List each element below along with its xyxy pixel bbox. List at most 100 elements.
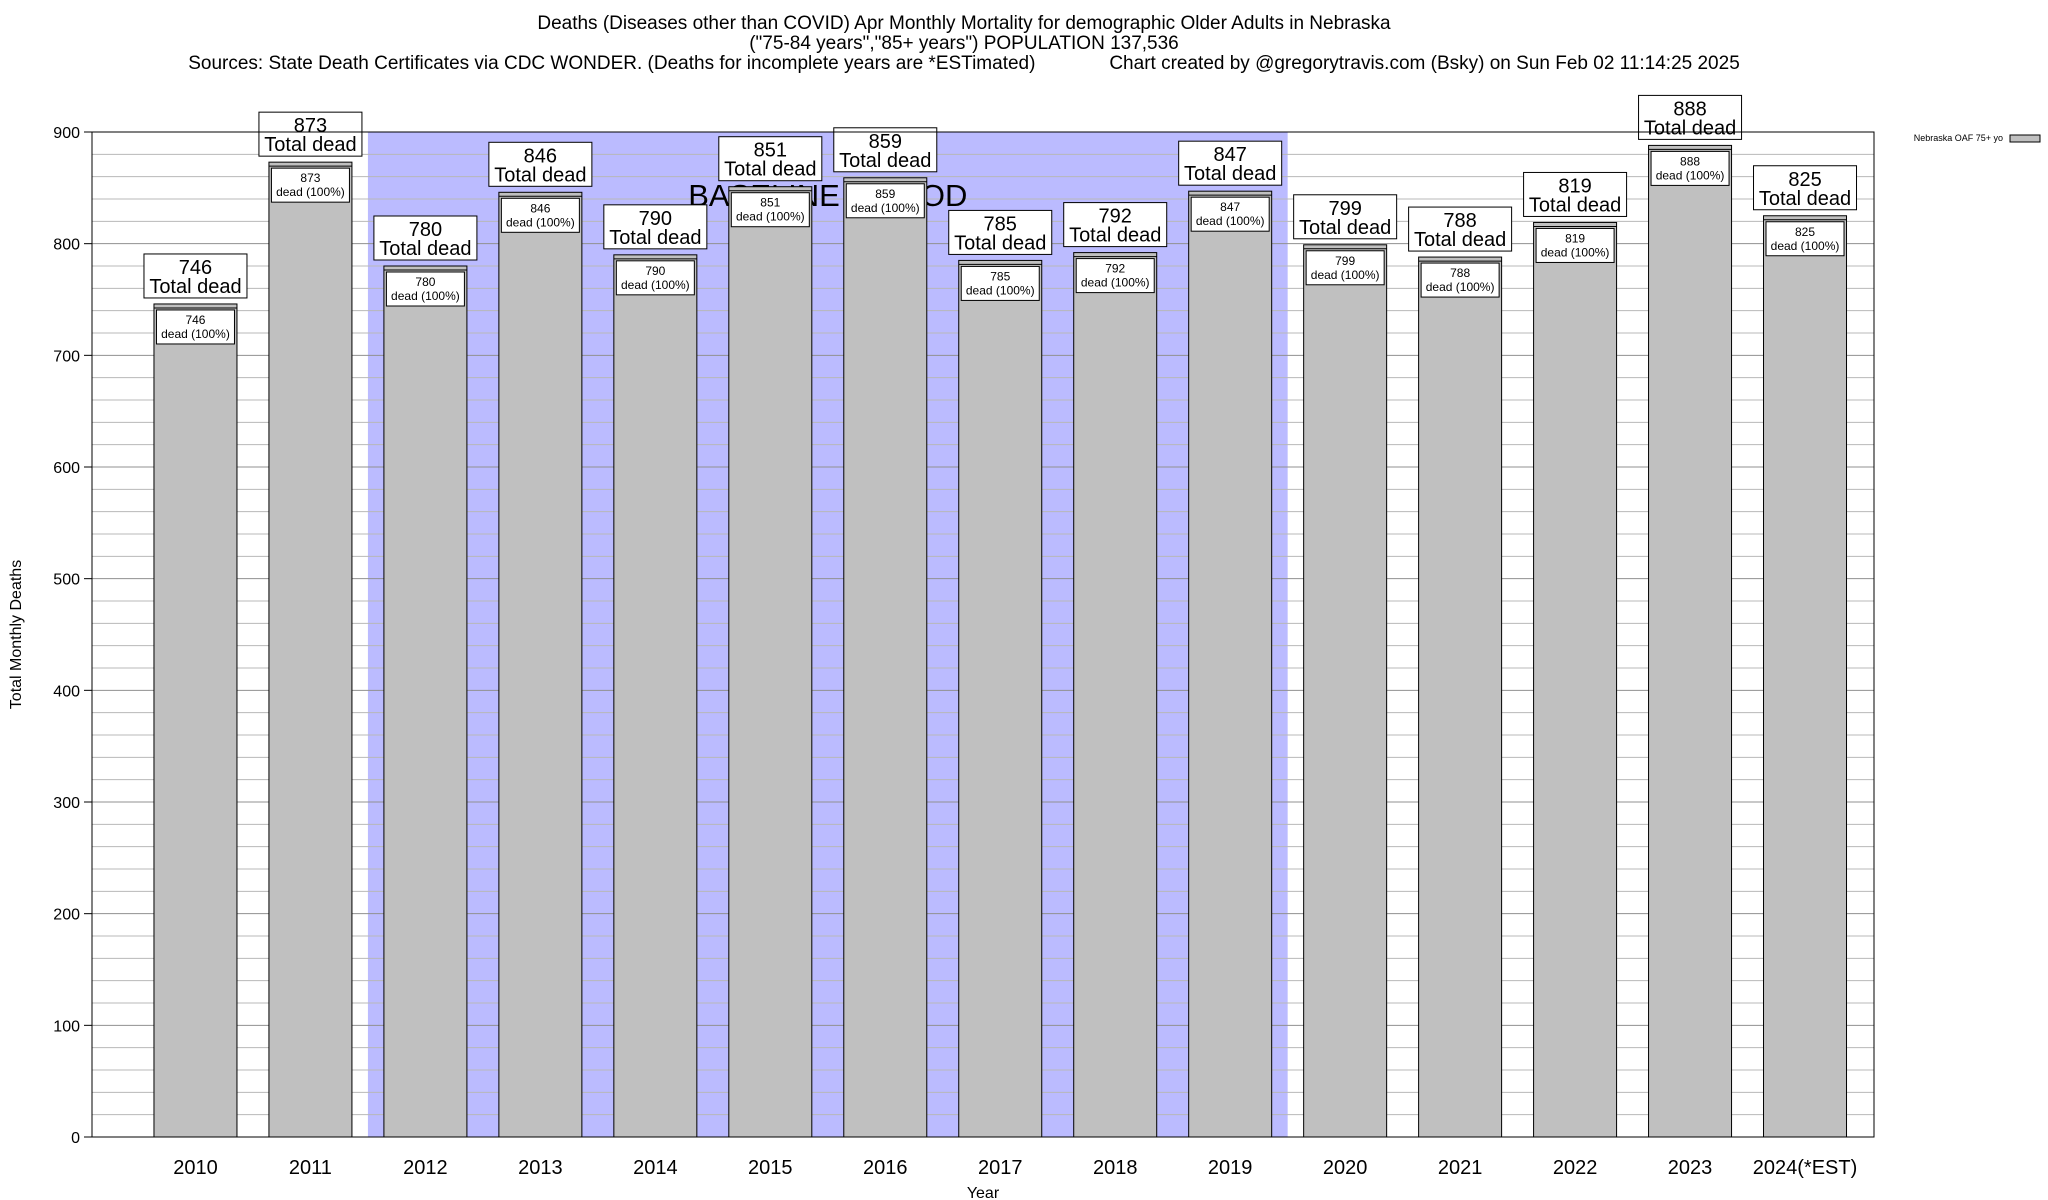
- chart-sources: Sources: State Death Certificates via CD…: [188, 53, 1740, 74]
- total-text-label: Total dead: [1414, 229, 1506, 251]
- y-tick-label: 0: [71, 1130, 80, 1147]
- total-value-label: 785: [984, 213, 1017, 235]
- inner-label-box: [385, 271, 465, 307]
- y-axis-label: Total Monthly Deaths: [8, 560, 25, 709]
- x-tick-label: 2011: [289, 1157, 332, 1179]
- inner-percent-label: dead (100%): [851, 201, 920, 215]
- inner-value-label: 790: [645, 264, 665, 278]
- total-value-label: 799: [1328, 198, 1361, 220]
- total-text-label: Total dead: [1644, 117, 1736, 139]
- inner-value-label: 825: [1795, 225, 1815, 239]
- total-value-label: 846: [524, 145, 557, 167]
- legend-swatch: [2009, 134, 2041, 143]
- total-text-label: Total dead: [1529, 194, 1621, 216]
- x-tick-label: 2022: [1553, 1157, 1598, 1179]
- total-text-label: Total dead: [1759, 188, 1851, 210]
- y-tick-label: 800: [53, 237, 80, 254]
- total-text-label: Total dead: [1299, 217, 1391, 239]
- y-tick-label: 400: [53, 683, 80, 700]
- total-label-box: [373, 215, 478, 261]
- inner-percent-label: dead (100%): [1656, 168, 1725, 182]
- x-tick-label: 2012: [403, 1157, 448, 1179]
- total-text-label: Total dead: [724, 159, 816, 181]
- plot-frame: [91, 131, 1875, 1138]
- chart-title: Deaths (Diseases other than COVID) Apr M…: [537, 13, 1391, 34]
- total-value-label: 792: [1099, 206, 1132, 228]
- inner-label-box: [615, 260, 695, 296]
- bar: [1073, 252, 1158, 1138]
- bar: [958, 259, 1043, 1138]
- inner-label-box: [1190, 196, 1270, 232]
- y-tick-label: 200: [53, 907, 80, 924]
- bar: [728, 186, 813, 1138]
- inner-value-label: 873: [300, 171, 320, 185]
- inner-value-label: 888: [1680, 154, 1700, 168]
- total-label-box: [948, 209, 1053, 255]
- bar: [1533, 221, 1618, 1138]
- total-label-box: [488, 141, 593, 187]
- x-tick-label: 2014: [633, 1157, 678, 1179]
- total-value-label: 780: [409, 219, 442, 241]
- inner-value-label: 851: [760, 196, 780, 210]
- inner-label-box: [730, 192, 810, 228]
- inner-percent-label: dead (100%): [1311, 268, 1380, 282]
- y-tick-label: 700: [53, 348, 80, 365]
- bar: [613, 254, 698, 1138]
- inner-percent-label: dead (100%): [736, 210, 805, 224]
- total-text-label: Total dead: [149, 276, 241, 298]
- bar: [1188, 190, 1273, 1138]
- x-tick-label: 2018: [1093, 1157, 1138, 1179]
- bar: [1648, 144, 1733, 1138]
- total-value-label: 847: [1213, 144, 1246, 166]
- inner-label-box: [155, 309, 235, 345]
- inner-value-label: 847: [1220, 200, 1240, 214]
- total-value-label: 888: [1673, 98, 1706, 120]
- total-value-label: 825: [1788, 169, 1821, 191]
- inner-percent-label: dead (100%): [276, 185, 345, 199]
- bar: [843, 177, 928, 1138]
- chart-title-block: Deaths (Diseases other than COVID) Apr M…: [0, 0, 2048, 90]
- total-text-label: Total dead: [609, 227, 701, 249]
- total-label-box: [1408, 206, 1513, 252]
- x-tick-label: 2019: [1208, 1157, 1253, 1179]
- inner-value-label: 746: [185, 313, 205, 327]
- inner-percent-label: dead (100%): [1541, 245, 1610, 259]
- bar: [1303, 244, 1388, 1138]
- total-text-label: Total dead: [1184, 163, 1276, 185]
- total-text-label: Total dead: [954, 232, 1046, 254]
- total-value-label: 746: [179, 257, 212, 279]
- inner-label-box: [270, 167, 350, 203]
- inner-label-box: [1075, 258, 1155, 294]
- total-value-label: 819: [1558, 175, 1591, 197]
- total-label-box: [718, 136, 823, 182]
- total-text-label: Total dead: [264, 134, 356, 156]
- x-axis-label: Year: [967, 1185, 1000, 1200]
- total-label-box: [1753, 165, 1858, 211]
- inner-value-label: 792: [1105, 262, 1125, 276]
- total-value-label: 859: [869, 131, 902, 153]
- inner-value-label: 788: [1450, 266, 1470, 280]
- total-value-label: 851: [754, 140, 787, 162]
- x-tick-label: 2015: [748, 1157, 793, 1179]
- total-value-label: 790: [639, 208, 672, 230]
- total-text-label: Total dead: [379, 238, 471, 260]
- inner-percent-label: dead (100%): [621, 278, 690, 292]
- inner-value-label: 846: [530, 201, 550, 215]
- x-tick-label: 2021: [1438, 1157, 1483, 1179]
- inner-percent-label: dead (100%): [1426, 280, 1495, 294]
- inner-percent-label: dead (100%): [391, 289, 460, 303]
- x-tick-label: 2023: [1668, 1157, 1713, 1179]
- total-value-label: 788: [1443, 210, 1476, 232]
- total-text-label: Total dead: [839, 150, 931, 172]
- bar: [383, 265, 468, 1138]
- bar: [1418, 256, 1503, 1138]
- inner-percent-label: dead (100%): [966, 283, 1035, 297]
- y-tick-label: 600: [53, 460, 80, 477]
- inner-label-box: [500, 197, 580, 233]
- y-tick-label: 300: [53, 795, 80, 812]
- inner-value-label: 859: [875, 187, 895, 201]
- bar: [1763, 215, 1848, 1138]
- total-text-label: Total dead: [494, 164, 586, 186]
- x-tick-label: 2024(*EST): [1753, 1157, 1858, 1179]
